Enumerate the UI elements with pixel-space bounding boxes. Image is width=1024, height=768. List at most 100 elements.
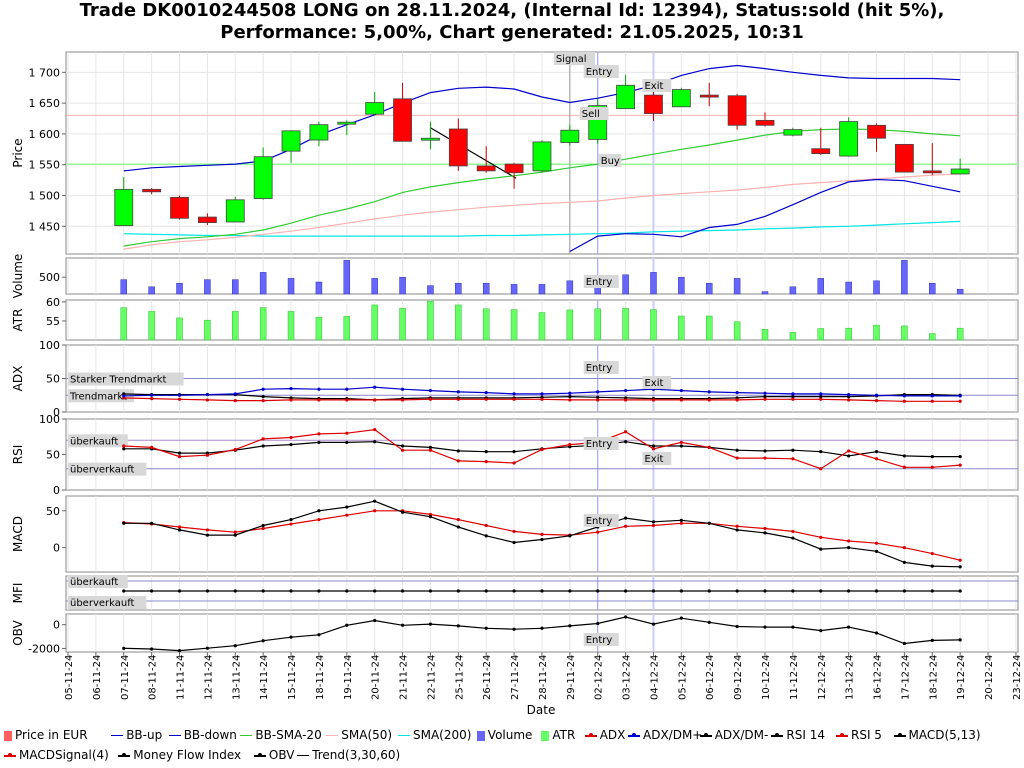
atr-bar — [956, 327, 964, 341]
price-y-tick-label: 1 450 — [29, 220, 61, 233]
adx-dm-plus-line-point — [930, 394, 934, 398]
obv-line-point — [651, 622, 656, 626]
mfi-over-label-bg — [68, 575, 128, 588]
rsi14-line-point — [345, 440, 349, 445]
adx-dm-minus-line-point — [261, 394, 265, 399]
volume-bar — [510, 284, 518, 295]
x-tick-label: 02-12-24 — [594, 655, 605, 700]
macd-signal-line-point — [624, 524, 628, 528]
legend-dot — [632, 732, 636, 737]
volume-bar — [678, 276, 685, 295]
adx-dm-plus-line-point — [624, 388, 628, 393]
macd-line-point — [958, 565, 962, 569]
rsi5-line-point — [484, 460, 488, 464]
candle-body — [560, 129, 580, 143]
rsi5-line-point — [233, 447, 237, 452]
rsi-under-label-bg — [68, 462, 147, 476]
macd-signal-line-point — [791, 529, 795, 534]
mfi-line-point — [847, 589, 851, 593]
legend-symbol — [771, 732, 784, 737]
atr-axis-label: ATR — [11, 309, 25, 332]
obv-line-point — [484, 626, 488, 630]
legend-item: Trend(3,30,60) — [297, 748, 400, 762]
atr-y-tick-label: 55 — [46, 315, 60, 328]
obv-y-tick-label: -2000 — [28, 642, 60, 655]
obv-line-point — [735, 624, 739, 629]
candle-body — [616, 84, 635, 110]
volume-bar — [343, 260, 351, 295]
macd-signal-line-point — [456, 518, 460, 522]
macd-signal-line-point — [763, 526, 767, 531]
obv-line-point — [400, 623, 405, 627]
mfi-line-point — [819, 589, 823, 593]
obv-line-point — [624, 615, 628, 619]
legend-label: Trend(3,30,60) — [312, 748, 401, 762]
macd-signal-line-point — [930, 551, 934, 556]
sma200-line — [123, 220, 961, 237]
rsi5-line-point — [819, 467, 823, 471]
rsi5-line-point — [289, 435, 293, 440]
legend-item: BB-down — [168, 728, 237, 742]
legend-symbol — [326, 735, 339, 736]
adx-line-point — [791, 397, 795, 401]
mfi-line-point — [233, 589, 237, 593]
price-axis-label: Price — [11, 138, 25, 167]
candle-body — [783, 129, 803, 136]
mfi-line-point — [735, 589, 739, 593]
legend-symbol — [699, 732, 712, 737]
legend-label: RSI 14 — [786, 728, 825, 742]
obv-line-point — [958, 638, 962, 642]
obv-entry-label: Entry — [586, 635, 613, 646]
atr-bar — [678, 315, 685, 341]
x-tick-label: 26-11-24 — [482, 655, 493, 700]
macd-axis-label: MACD — [11, 516, 25, 552]
macd-line-point — [400, 510, 405, 514]
macd-line-point — [651, 520, 656, 524]
mfi-line-point — [763, 589, 767, 593]
obv-line-point — [902, 641, 907, 646]
x-tick-label: 21-11-24 — [399, 655, 410, 700]
atr-y-tick-label: 60 — [46, 296, 60, 309]
adx-dm-plus-line-point — [177, 393, 182, 397]
rsi5-line-point — [930, 465, 934, 469]
obv-line-point — [150, 647, 154, 651]
x-tick-label: 12-12-24 — [817, 655, 828, 700]
legend-item: ADX/DM+ — [628, 728, 702, 742]
candle-body — [170, 196, 189, 219]
adx-dm-plus-line-point — [596, 390, 600, 394]
volume-bar — [705, 282, 713, 295]
macd-line-point — [902, 560, 907, 565]
adx-dm-plus-line-point — [233, 392, 237, 396]
mfi-line-point — [679, 589, 683, 593]
legend-symbol — [893, 732, 906, 737]
adx-line-point — [205, 398, 209, 402]
adx-dm-plus-line-point — [400, 387, 405, 391]
adx-line-point — [847, 398, 851, 402]
atr-bar — [566, 309, 574, 341]
adx-line-point — [233, 399, 237, 403]
volume-bar — [566, 280, 574, 295]
rsi-y-tick-label: 100 — [39, 413, 60, 426]
adx-line-point — [735, 398, 739, 402]
macd-line-point — [568, 534, 572, 538]
macd-line-point — [847, 546, 851, 550]
x-tick-label: 07-11-24 — [120, 655, 131, 700]
legend-item: Money Flow Index — [118, 748, 241, 762]
macd-line-point — [205, 533, 209, 537]
legend-item: Volume — [476, 728, 532, 742]
atr-bar — [399, 308, 406, 341]
macd-line-point — [512, 540, 516, 545]
legend-item: MACDSignal(4) — [4, 748, 109, 762]
atr-bar — [873, 324, 880, 341]
volume-bar — [538, 284, 546, 295]
adx-axis-label: ADX — [11, 366, 25, 392]
rsi-under-label: überverkauft — [70, 465, 135, 476]
macd-line-point — [707, 521, 711, 525]
legend-dot — [703, 732, 708, 737]
adx-dm-plus-line-point — [150, 393, 154, 397]
legend-symbol — [4, 752, 16, 757]
candle-body — [504, 163, 524, 174]
obv-line-point — [679, 616, 683, 620]
adx-line-point — [902, 399, 907, 403]
legend-label: OBV — [268, 748, 295, 762]
